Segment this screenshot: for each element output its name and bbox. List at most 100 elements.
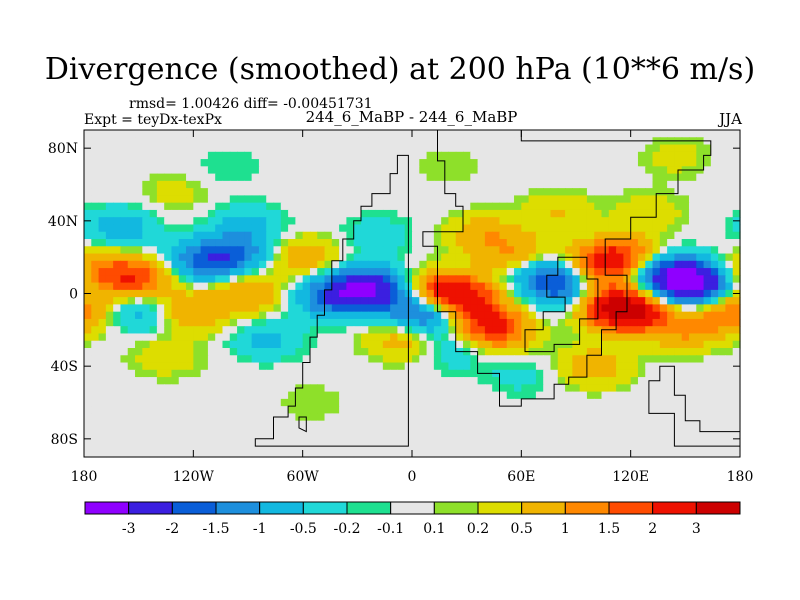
field-cell xyxy=(725,449,734,458)
colorbar-label: 1.5 xyxy=(598,521,620,537)
field-cell xyxy=(594,362,603,371)
field-cell xyxy=(164,253,173,262)
field-cell xyxy=(543,224,552,233)
field-cell xyxy=(543,362,552,371)
field-cell xyxy=(565,159,573,167)
field-cell xyxy=(521,159,530,167)
field-cell xyxy=(229,304,238,313)
field-cell xyxy=(492,348,501,356)
field-cell xyxy=(681,333,690,342)
field-cell xyxy=(98,311,107,320)
field-cell xyxy=(565,362,573,371)
field-cell xyxy=(514,282,522,291)
field-cell xyxy=(484,268,493,276)
field-cell xyxy=(645,297,654,305)
field-cell xyxy=(732,137,741,146)
field-cell xyxy=(331,333,340,342)
field-cell xyxy=(688,282,697,291)
field-cell xyxy=(186,130,194,138)
field-cell xyxy=(565,355,573,364)
field-cell xyxy=(375,144,384,153)
field-cell xyxy=(441,413,450,422)
field-cell xyxy=(419,217,428,226)
field-cell xyxy=(718,217,727,226)
field-cell xyxy=(229,384,238,393)
field-cell xyxy=(295,151,304,160)
field-cell xyxy=(98,427,107,436)
field-cell xyxy=(339,166,347,175)
field-cell xyxy=(149,173,158,182)
field-cell xyxy=(302,166,311,175)
field-cell xyxy=(572,406,581,414)
field-cell xyxy=(178,362,187,371)
field-cell xyxy=(484,442,493,451)
field-cell xyxy=(637,355,646,364)
field-cell xyxy=(295,348,304,356)
field-cell xyxy=(266,340,275,349)
field-cell xyxy=(171,311,180,320)
field-cell xyxy=(390,348,399,356)
field-cell xyxy=(382,326,391,335)
field-cell xyxy=(652,268,661,276)
field-cell xyxy=(397,137,406,146)
field-cell xyxy=(557,318,566,327)
field-cell xyxy=(280,159,289,167)
field-cell xyxy=(353,231,362,240)
field-cell xyxy=(397,391,406,400)
field-cell xyxy=(484,217,493,226)
field-cell xyxy=(229,173,238,182)
field-cell xyxy=(674,224,683,233)
field-cell xyxy=(215,209,224,218)
field-cell xyxy=(105,275,114,284)
field-cell xyxy=(368,369,377,378)
field-cell xyxy=(667,239,675,247)
field-cell xyxy=(426,304,435,313)
field-cell xyxy=(455,384,464,393)
field-cell xyxy=(608,391,617,400)
field-cell xyxy=(382,362,391,371)
field-cell xyxy=(244,137,253,146)
field-cell xyxy=(419,253,428,262)
field-cell xyxy=(718,195,727,204)
field-cell xyxy=(492,217,501,226)
field-cell xyxy=(725,159,734,167)
field-cell xyxy=(339,268,347,276)
field-cell xyxy=(637,239,646,247)
field-cell xyxy=(324,202,333,211)
field-cell xyxy=(543,260,552,269)
field-cell xyxy=(565,304,573,313)
field-cell xyxy=(412,384,420,393)
field-cell xyxy=(652,326,661,335)
field-cell xyxy=(550,304,559,313)
field-cell xyxy=(557,282,566,291)
field-cell xyxy=(441,355,450,364)
field-cell xyxy=(149,333,158,342)
field-cell xyxy=(317,377,326,385)
field-cell xyxy=(120,188,129,196)
field-cell xyxy=(550,180,559,189)
field-cell xyxy=(120,435,129,444)
field-cell xyxy=(667,217,675,226)
field-cell xyxy=(463,362,471,371)
field-cell xyxy=(725,260,734,269)
field-cell xyxy=(565,188,573,196)
field-cell xyxy=(579,246,588,255)
field-cell xyxy=(193,348,202,356)
field-cell xyxy=(718,340,727,349)
field-cell xyxy=(550,369,559,378)
field-cell xyxy=(149,391,158,400)
field-cell xyxy=(608,282,617,291)
field-cell xyxy=(710,260,719,269)
field-cell xyxy=(616,166,624,175)
field-cell xyxy=(302,326,311,335)
field-cell xyxy=(455,231,464,240)
field-cell xyxy=(309,289,318,298)
field-cell xyxy=(696,188,705,196)
field-cell xyxy=(630,166,639,175)
field-cell xyxy=(295,246,304,255)
field-cell xyxy=(273,130,282,138)
field-cell xyxy=(309,246,318,255)
field-cell xyxy=(674,311,683,320)
field-cell xyxy=(156,297,165,305)
field-cell xyxy=(164,239,173,247)
